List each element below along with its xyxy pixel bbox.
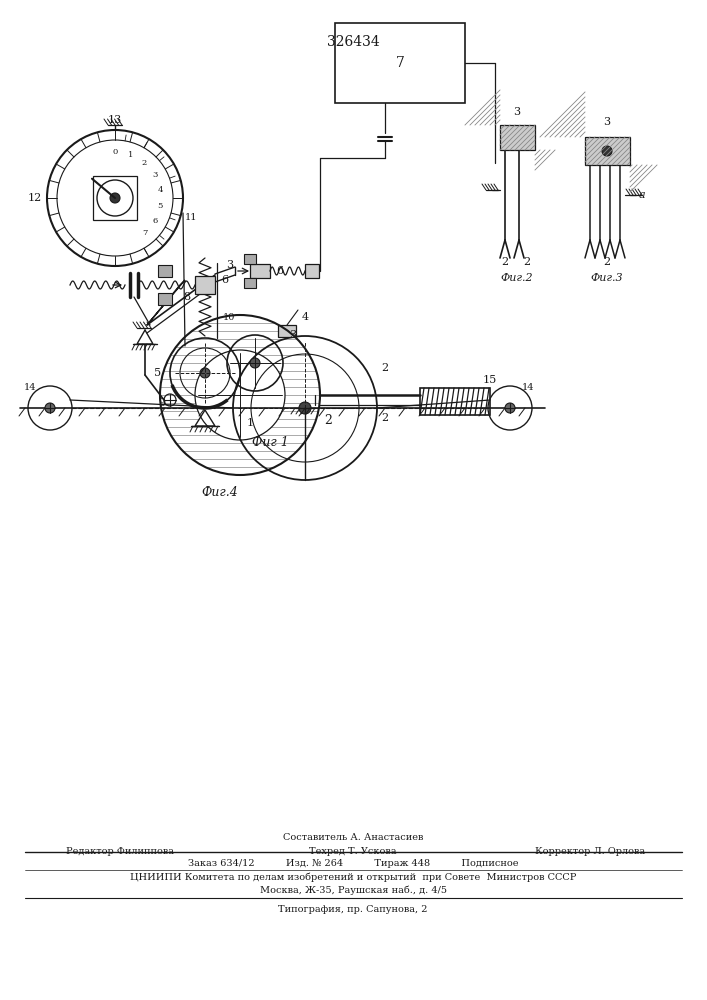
Text: 2: 2 (523, 257, 530, 267)
Bar (335, 23, 465, 103)
Text: Фиг.2: Фиг.2 (501, 273, 533, 283)
Text: 6: 6 (221, 275, 228, 285)
Bar (585, 137, 630, 165)
Bar (500, 125, 535, 150)
Text: 6: 6 (276, 266, 284, 276)
Text: 2: 2 (142, 159, 147, 167)
Text: 2: 2 (382, 413, 389, 423)
Polygon shape (195, 410, 215, 426)
Circle shape (200, 368, 210, 378)
Circle shape (110, 193, 120, 203)
Text: 15: 15 (483, 375, 497, 385)
Text: Фиг.3: Фиг.3 (590, 273, 624, 283)
Text: 3: 3 (289, 330, 296, 340)
Bar (278, 325, 296, 337)
Text: 7: 7 (142, 229, 147, 237)
Circle shape (299, 402, 311, 414)
Text: Составитель А. Анастасиев: Составитель А. Анастасиев (283, 834, 423, 842)
Text: 5: 5 (158, 202, 163, 210)
Text: 1: 1 (128, 151, 134, 159)
Circle shape (250, 358, 260, 368)
Text: 0: 0 (112, 148, 117, 156)
Text: 326434: 326434 (327, 35, 380, 49)
Text: 3: 3 (513, 107, 520, 117)
Text: ЦНИИПИ Комитета по делам изобретений и открытий  при Совете  Министров СССР: ЦНИИПИ Комитета по делам изобретений и о… (130, 872, 576, 882)
Text: 8: 8 (183, 292, 191, 302)
Bar (250, 264, 270, 278)
Text: 14: 14 (24, 383, 36, 392)
Circle shape (602, 146, 612, 156)
Text: 4: 4 (301, 312, 308, 322)
Text: 12: 12 (28, 193, 42, 203)
Bar (305, 264, 319, 278)
Text: Типография, пр. Сапунова, 2: Типография, пр. Сапунова, 2 (279, 906, 428, 914)
Bar (585, 137, 630, 165)
Bar (158, 293, 172, 305)
Text: 3: 3 (152, 171, 158, 179)
Text: 6: 6 (152, 217, 158, 225)
Text: 3: 3 (604, 117, 611, 127)
Text: Фиг.4: Фиг.4 (201, 487, 238, 499)
Text: Москва, Ж-35, Раушская наб., д. 4/5: Москва, Ж-35, Раушская наб., д. 4/5 (259, 885, 447, 895)
Text: 13: 13 (108, 115, 122, 125)
Text: 2: 2 (501, 257, 508, 267)
Bar (158, 265, 172, 277)
Bar (420, 388, 490, 415)
Text: 4: 4 (158, 186, 163, 194)
Text: Техред Т. Ускова: Техред Т. Ускова (309, 848, 397, 856)
Circle shape (505, 403, 515, 413)
Text: 10: 10 (223, 314, 235, 322)
Text: 7: 7 (395, 56, 404, 70)
Bar (195, 276, 215, 294)
Text: 9: 9 (158, 398, 165, 408)
Text: 2: 2 (324, 414, 332, 426)
Text: 5: 5 (154, 368, 162, 378)
Text: Фиг 1: Фиг 1 (252, 436, 288, 450)
Text: Редактор Филиппова: Редактор Филиппова (66, 848, 174, 856)
Text: 1: 1 (247, 418, 254, 428)
Text: 14: 14 (522, 383, 534, 392)
Text: 11: 11 (185, 214, 197, 223)
Polygon shape (147, 280, 185, 325)
Bar (93, 176, 137, 220)
Text: Заказ 634/12          Изд. № 264          Тираж 448          Подписное: Заказ 634/12 Изд. № 264 Тираж 448 Подпис… (188, 858, 518, 867)
Text: a: a (638, 190, 645, 200)
Text: 3: 3 (226, 260, 233, 270)
Bar (244, 254, 256, 264)
Bar (500, 125, 535, 150)
Text: 2: 2 (604, 257, 611, 267)
Bar (244, 278, 256, 288)
Polygon shape (137, 330, 153, 344)
Circle shape (45, 403, 55, 413)
Text: Корректор Л. Орлова: Корректор Л. Орлова (535, 848, 645, 856)
Text: 2: 2 (382, 363, 389, 373)
